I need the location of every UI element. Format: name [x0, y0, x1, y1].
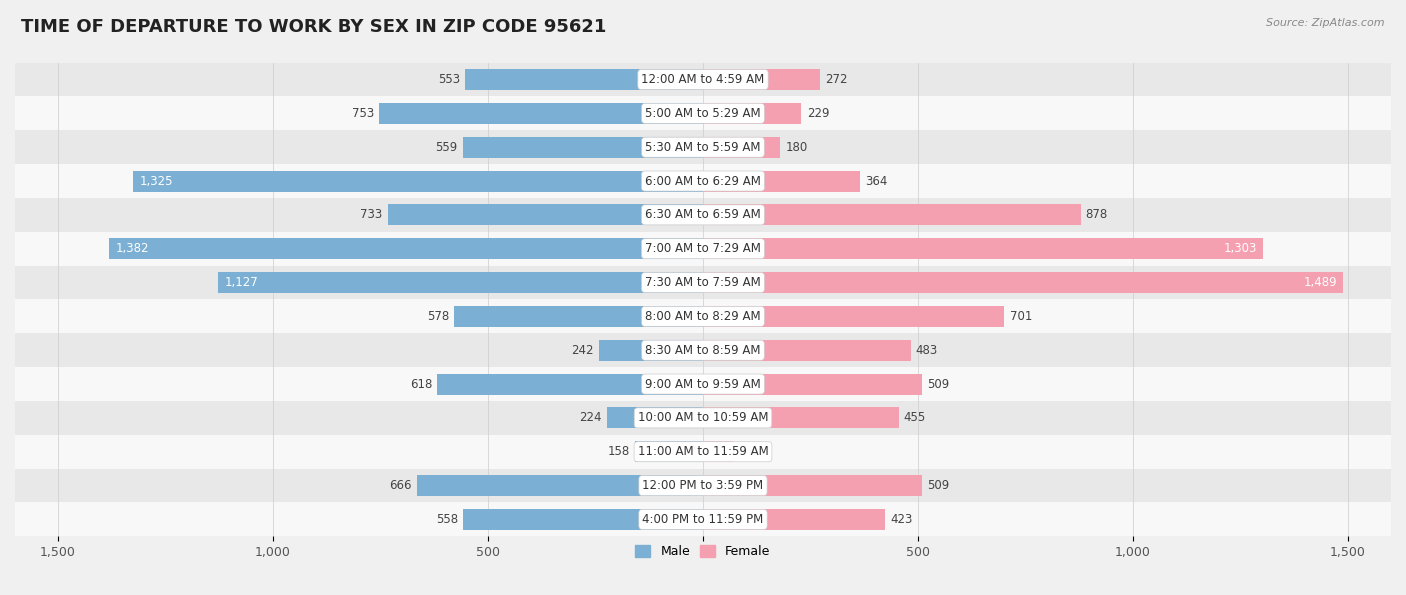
- Text: 364: 364: [865, 174, 887, 187]
- Bar: [599, 340, 703, 361]
- Text: 12:00 PM to 3:59 PM: 12:00 PM to 3:59 PM: [643, 479, 763, 492]
- Bar: [636, 441, 703, 462]
- Bar: [606, 408, 703, 428]
- Bar: [437, 374, 703, 394]
- Bar: [15, 130, 1391, 164]
- Text: 242: 242: [571, 344, 593, 357]
- Bar: [15, 299, 1391, 333]
- Bar: [108, 238, 703, 259]
- Text: 10:00 AM to 10:59 AM: 10:00 AM to 10:59 AM: [638, 411, 768, 424]
- Bar: [15, 232, 1391, 265]
- Bar: [703, 475, 922, 496]
- Bar: [388, 204, 703, 226]
- Text: 1,325: 1,325: [139, 174, 173, 187]
- Bar: [15, 503, 1391, 536]
- Bar: [703, 171, 859, 192]
- Text: 70: 70: [738, 445, 754, 458]
- Text: 8:00 AM to 8:29 AM: 8:00 AM to 8:29 AM: [645, 310, 761, 323]
- Text: 701: 701: [1010, 310, 1032, 323]
- Bar: [703, 509, 884, 530]
- Text: 158: 158: [607, 445, 630, 458]
- Text: 578: 578: [427, 310, 450, 323]
- Text: Source: ZipAtlas.com: Source: ZipAtlas.com: [1267, 18, 1385, 28]
- Bar: [703, 103, 801, 124]
- Legend: Male, Female: Male, Female: [630, 540, 776, 563]
- Text: 1,303: 1,303: [1223, 242, 1257, 255]
- Bar: [703, 137, 780, 158]
- Text: 9:00 AM to 9:59 AM: 9:00 AM to 9:59 AM: [645, 378, 761, 390]
- Bar: [15, 367, 1391, 401]
- Bar: [703, 69, 820, 90]
- Text: 6:30 AM to 6:59 AM: 6:30 AM to 6:59 AM: [645, 208, 761, 221]
- Text: 618: 618: [409, 378, 432, 390]
- Text: 11:00 AM to 11:59 AM: 11:00 AM to 11:59 AM: [638, 445, 768, 458]
- Text: 559: 559: [436, 140, 457, 154]
- Text: 4:00 PM to 11:59 PM: 4:00 PM to 11:59 PM: [643, 513, 763, 526]
- Text: 666: 666: [389, 479, 412, 492]
- Text: 1,489: 1,489: [1303, 276, 1337, 289]
- Text: 1,382: 1,382: [115, 242, 149, 255]
- Text: 423: 423: [890, 513, 912, 526]
- Text: 224: 224: [579, 411, 602, 424]
- Bar: [15, 435, 1391, 469]
- Bar: [380, 103, 703, 124]
- Bar: [703, 204, 1081, 226]
- Text: 5:00 AM to 5:29 AM: 5:00 AM to 5:29 AM: [645, 107, 761, 120]
- Bar: [454, 306, 703, 327]
- Bar: [703, 441, 733, 462]
- Text: 483: 483: [915, 344, 938, 357]
- Text: 6:00 AM to 6:29 AM: 6:00 AM to 6:29 AM: [645, 174, 761, 187]
- Text: 553: 553: [437, 73, 460, 86]
- Text: 509: 509: [927, 479, 949, 492]
- Bar: [218, 272, 703, 293]
- Text: 753: 753: [352, 107, 374, 120]
- Bar: [15, 96, 1391, 130]
- Bar: [703, 408, 898, 428]
- Text: 455: 455: [904, 411, 927, 424]
- Bar: [463, 137, 703, 158]
- Text: TIME OF DEPARTURE TO WORK BY SEX IN ZIP CODE 95621: TIME OF DEPARTURE TO WORK BY SEX IN ZIP …: [21, 18, 606, 36]
- Bar: [703, 306, 1004, 327]
- Text: 509: 509: [927, 378, 949, 390]
- Text: 878: 878: [1085, 208, 1108, 221]
- Text: 7:00 AM to 7:29 AM: 7:00 AM to 7:29 AM: [645, 242, 761, 255]
- Bar: [134, 171, 703, 192]
- Bar: [416, 475, 703, 496]
- Bar: [15, 198, 1391, 232]
- Bar: [15, 62, 1391, 96]
- Bar: [15, 401, 1391, 435]
- Bar: [703, 374, 922, 394]
- Text: 180: 180: [786, 140, 808, 154]
- Text: 8:30 AM to 8:59 AM: 8:30 AM to 8:59 AM: [645, 344, 761, 357]
- Text: 733: 733: [360, 208, 382, 221]
- Text: 272: 272: [825, 73, 848, 86]
- Bar: [15, 333, 1391, 367]
- Bar: [703, 272, 1343, 293]
- Bar: [15, 265, 1391, 299]
- Bar: [465, 69, 703, 90]
- Text: 558: 558: [436, 513, 458, 526]
- Bar: [463, 509, 703, 530]
- Bar: [703, 340, 911, 361]
- Text: 7:30 AM to 7:59 AM: 7:30 AM to 7:59 AM: [645, 276, 761, 289]
- Text: 229: 229: [807, 107, 830, 120]
- Bar: [703, 238, 1263, 259]
- Text: 12:00 AM to 4:59 AM: 12:00 AM to 4:59 AM: [641, 73, 765, 86]
- Bar: [15, 469, 1391, 503]
- Text: 5:30 AM to 5:59 AM: 5:30 AM to 5:59 AM: [645, 140, 761, 154]
- Text: 1,127: 1,127: [225, 276, 259, 289]
- Bar: [15, 164, 1391, 198]
